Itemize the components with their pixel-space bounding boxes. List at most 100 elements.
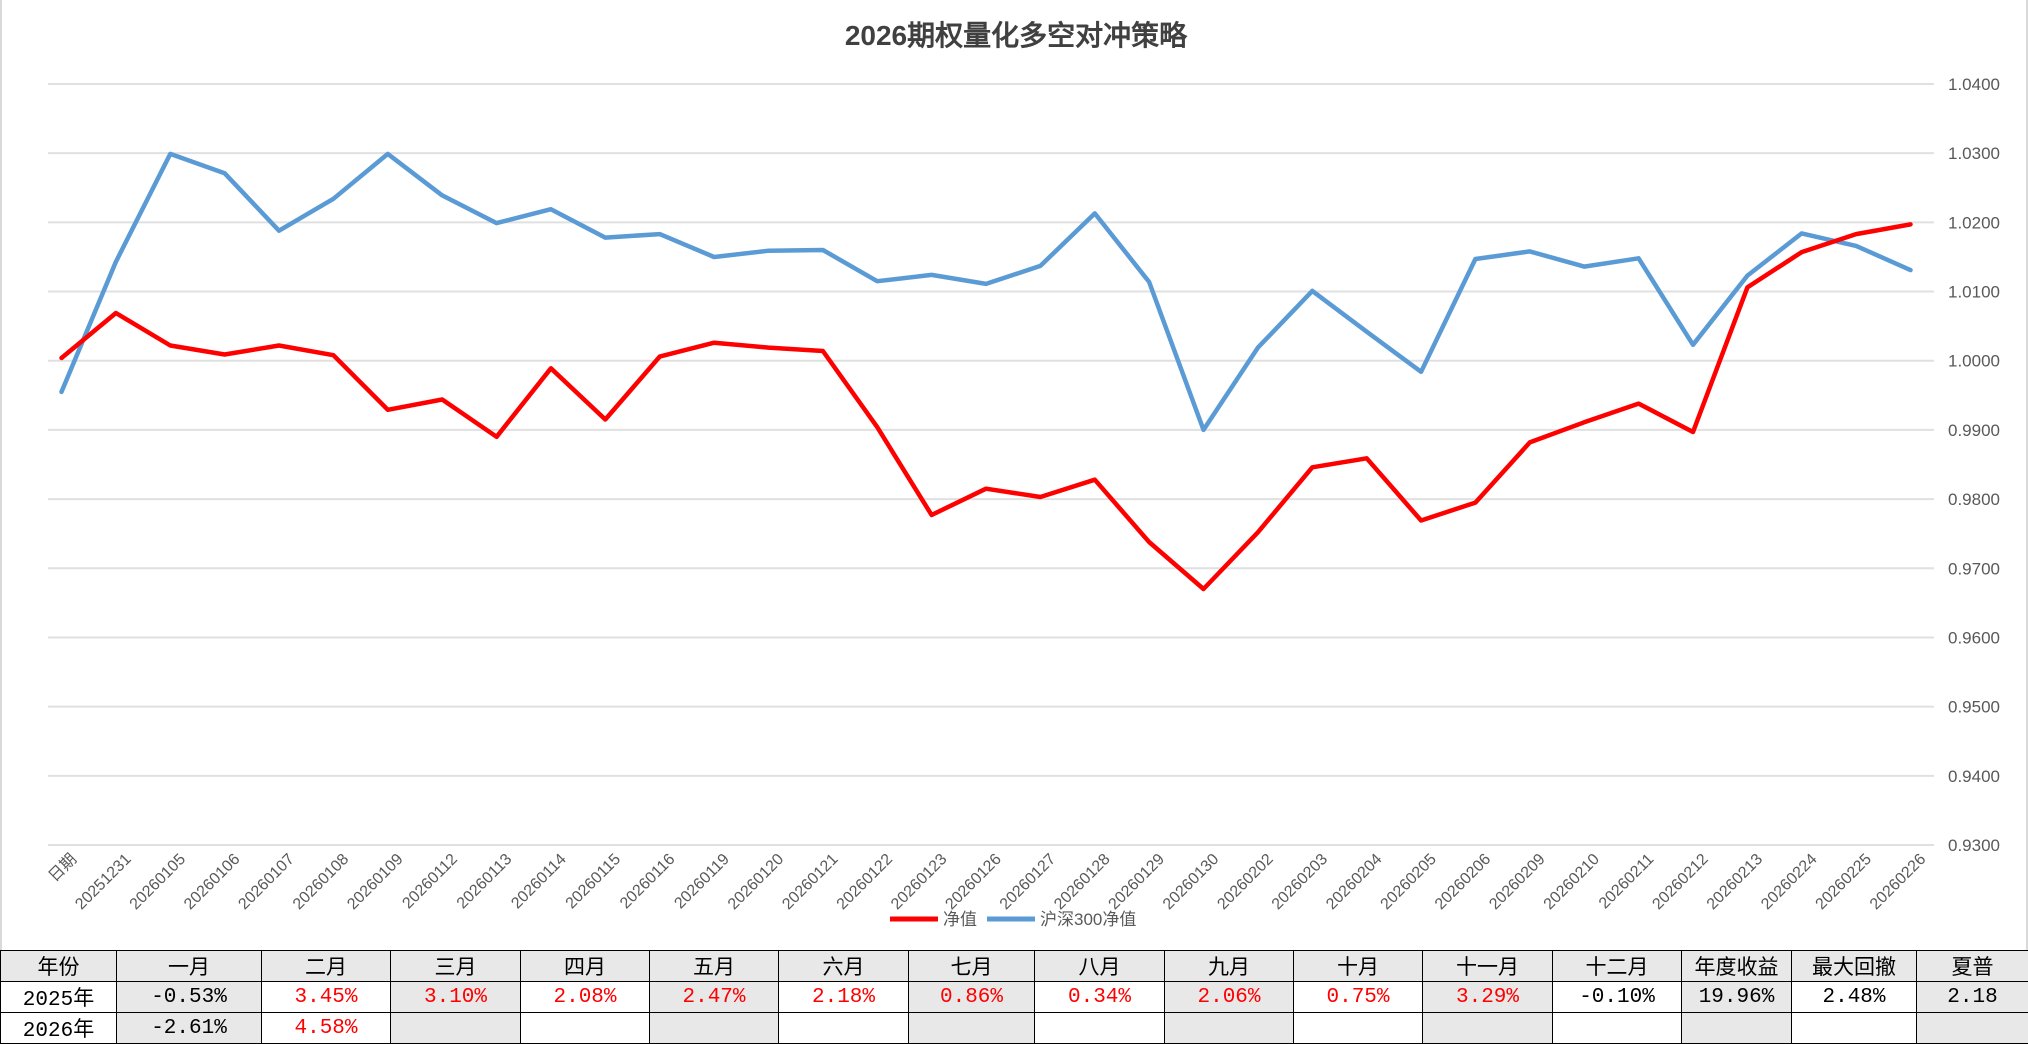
value-cell: 19.96% (1682, 982, 1792, 1013)
value-cell (1423, 1013, 1553, 1044)
x-tick-label: 20260224 (1758, 851, 1820, 913)
table-header-cell: 八月 (1035, 951, 1165, 982)
year-cell: 2026年 (1, 1013, 117, 1044)
y-tick-label: 0.9800 (1948, 490, 2000, 509)
y-tick-label: 1.0100 (1948, 283, 2000, 302)
x-tick-label: 日期 (45, 850, 80, 885)
value-cell: 0.75% (1294, 982, 1423, 1013)
x-tick-label: 20260109 (344, 851, 406, 913)
value-cell: 3.10% (391, 982, 521, 1013)
x-tick-label: 20260116 (617, 851, 679, 913)
value-cell: -2.61% (117, 1013, 262, 1044)
x-tick-label: 20260112 (399, 851, 461, 913)
y-tick-label: 0.9900 (1948, 421, 2000, 440)
x-tick-label: 20260206 (1432, 851, 1494, 913)
x-tick-label: 20260210 (1541, 851, 1603, 913)
table-row: 2025年-0.53%3.45%3.10%2.08%2.47%2.18%0.86… (1, 982, 2028, 1013)
table-header-cell: 四月 (521, 951, 650, 982)
x-tick-label: 20260225 (1813, 851, 1875, 913)
value-cell: 2.47% (650, 982, 779, 1013)
x-tick-label: 20260203 (1269, 851, 1331, 913)
x-tick-label: 20260209 (1486, 851, 1548, 913)
table-header-cell: 六月 (779, 951, 909, 982)
y-tick-label: 0.9500 (1948, 698, 2000, 717)
x-tick-label: 20260129 (1106, 851, 1168, 913)
legend-label: 沪深300净值 (1040, 910, 1136, 929)
value-cell (779, 1013, 909, 1044)
table-header-cell: 十一月 (1423, 951, 1553, 982)
x-tick-label: 20260115 (563, 851, 625, 913)
table-header-cell: 年份 (1, 951, 117, 982)
value-cell: -0.10% (1553, 982, 1682, 1013)
x-tick-label: 20260114 (508, 851, 570, 913)
x-tick-label: 20260108 (290, 851, 352, 913)
x-tick-label: 20260126 (942, 851, 1004, 913)
value-cell (1035, 1013, 1165, 1044)
x-tick-label: 20260120 (725, 851, 787, 913)
x-tick-label: 20260106 (181, 851, 243, 913)
y-tick-label: 1.0300 (1948, 144, 2000, 163)
x-tick-label: 20260107 (235, 851, 297, 913)
value-cell (521, 1013, 650, 1044)
table-header-cell: 十二月 (1553, 951, 1682, 982)
value-cell: 3.45% (262, 982, 391, 1013)
value-cell (1294, 1013, 1423, 1044)
legend-label: 净值 (943, 910, 977, 929)
value-cell: 2.08% (521, 982, 650, 1013)
value-cell: 2.18% (779, 982, 909, 1013)
x-tick-label: 20260226 (1867, 851, 1929, 913)
x-tick-label: 20260121 (779, 851, 841, 913)
x-tick-label: 20260202 (1214, 851, 1276, 913)
year-cell: 2025年 (1, 982, 117, 1013)
x-tick-label: 20260205 (1378, 851, 1440, 913)
y-tick-label: 0.9600 (1948, 628, 2000, 647)
y-tick-label: 0.9700 (1948, 559, 2000, 578)
x-tick-label: 20260105 (127, 851, 189, 913)
x-tick-label: 20260212 (1649, 851, 1711, 913)
y-tick-label: 0.9400 (1948, 767, 2000, 786)
value-cell (1165, 1013, 1294, 1044)
x-tick-label: 20251231 (72, 851, 134, 913)
table-header-cell: 二月 (262, 951, 391, 982)
y-tick-label: 1.0400 (1948, 75, 2000, 94)
value-cell (1917, 1013, 2028, 1044)
x-tick-label: 20260123 (888, 851, 950, 913)
x-tick-label: 20260113 (454, 851, 516, 913)
value-cell: 4.58% (262, 1013, 391, 1044)
table-header-cell: 九月 (1165, 951, 1294, 982)
value-cell: -0.53% (117, 982, 262, 1013)
line-chart: 1.0400 1.0300 1.0200 1.0100 1.0000 0.9900 0.98… (2, 0, 2028, 950)
table-header-cell: 三月 (391, 951, 521, 982)
y-tick-label: 1.0000 (1948, 352, 2000, 371)
x-tick-label: 20260119 (671, 851, 733, 913)
y-tick-label: 0.9300 (1948, 836, 2000, 855)
value-cell (1553, 1013, 1682, 1044)
table-header-cell: 五月 (650, 951, 779, 982)
value-cell (391, 1013, 521, 1044)
table-header-cell: 七月 (909, 951, 1035, 982)
x-tick-label: 20260204 (1323, 851, 1385, 913)
table-header-row: 年份一月二月三月四月五月六月七月八月九月十月十一月十二月年度收益最大回撤夏普 (1, 951, 2028, 982)
value-cell: 2.18 (1917, 982, 2028, 1013)
value-cell: 3.29% (1423, 982, 1553, 1013)
x-tick-label: 20260127 (997, 851, 1059, 913)
value-cell: 2.06% (1165, 982, 1294, 1013)
table-header-cell: 十月 (1294, 951, 1423, 982)
x-tick-label: 20260122 (834, 851, 896, 913)
value-cell (650, 1013, 779, 1044)
value-cell (1792, 1013, 1917, 1044)
y-tick-label: 1.0200 (1948, 213, 2000, 232)
value-cell (909, 1013, 1035, 1044)
table-header-cell: 一月 (117, 951, 262, 982)
table-row: 2026年-2.61%4.58% (1, 1013, 2028, 1044)
table-header-cell: 夏普 (1917, 951, 2028, 982)
value-cell: 0.86% (909, 982, 1035, 1013)
value-cell: 2.48% (1792, 982, 1917, 1013)
value-cell (1682, 1013, 1792, 1044)
table-header-cell: 最大回撤 (1792, 951, 1917, 982)
series-line-0 (62, 224, 1911, 589)
value-cell: 0.34% (1035, 982, 1165, 1013)
x-tick-label: 20260130 (1160, 851, 1222, 913)
